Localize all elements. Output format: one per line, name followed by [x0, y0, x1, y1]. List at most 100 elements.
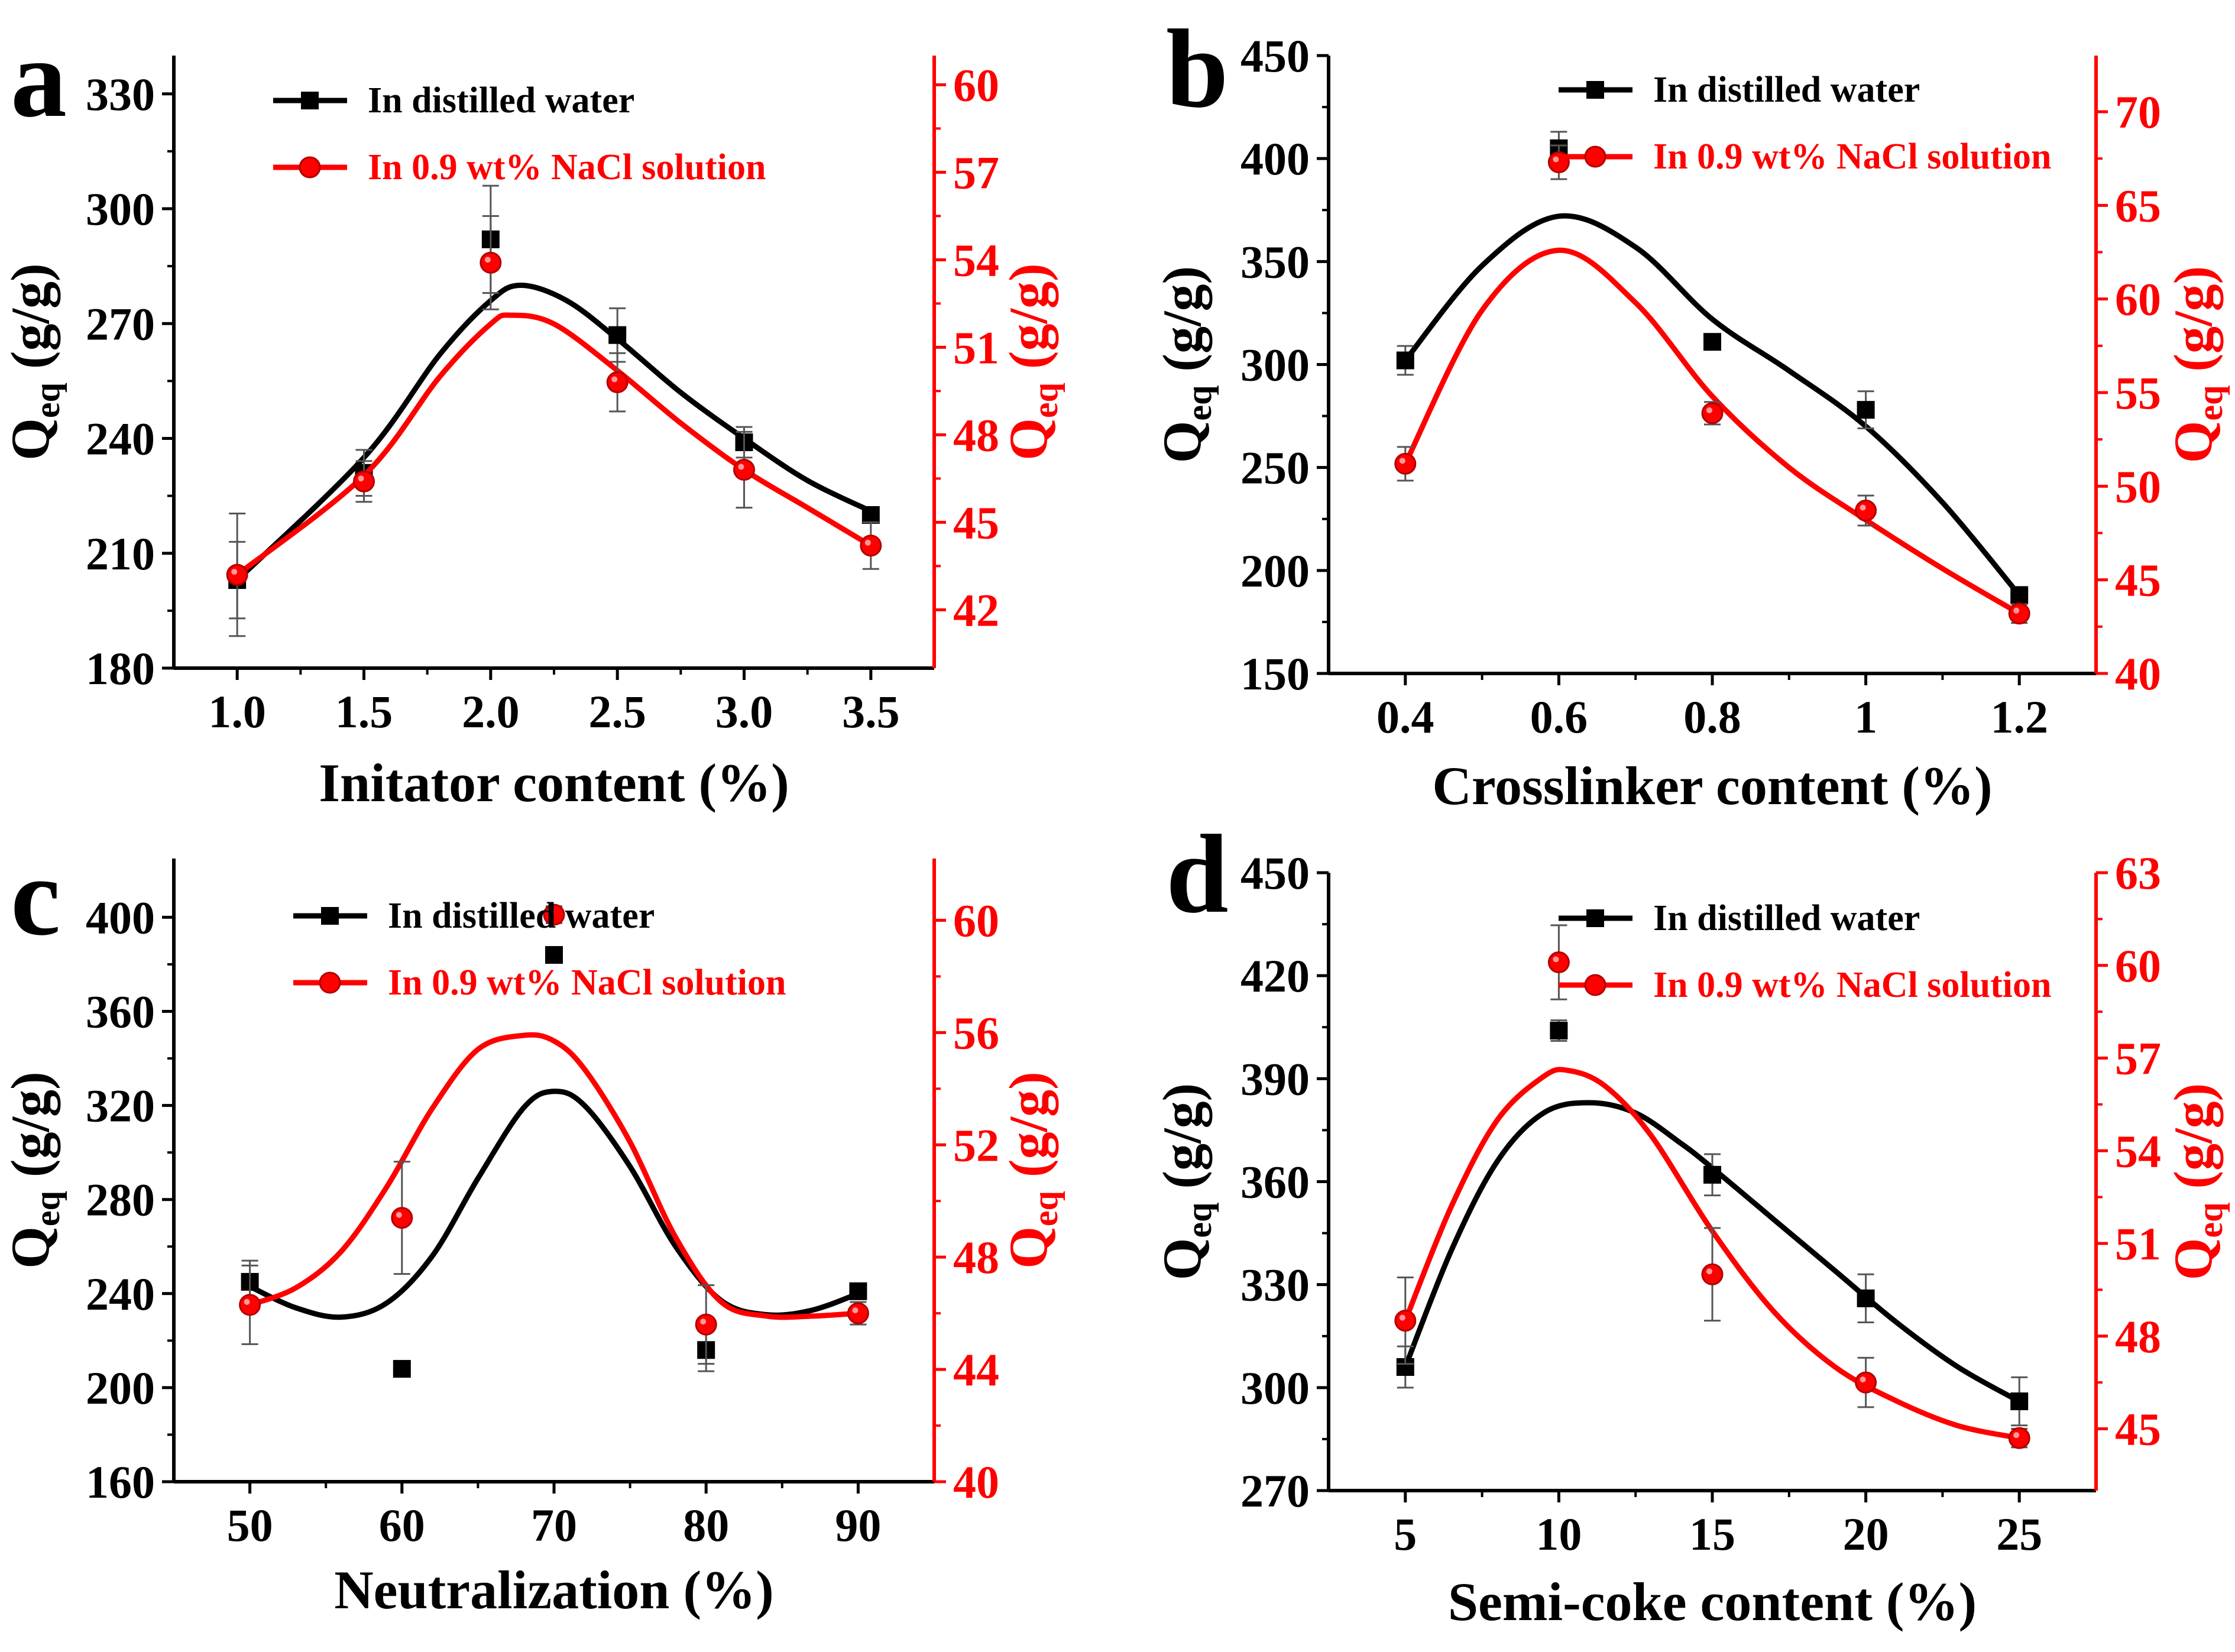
- x-tick-label: 0.4: [1376, 691, 1434, 743]
- y-label-unit: (g/g): [1152, 1083, 1212, 1203]
- x-tick-label: 1.2: [1990, 691, 2048, 743]
- legend-label: In distilled water: [368, 80, 634, 121]
- y-tick-label-right: 52: [953, 1119, 999, 1171]
- x-tick-label: 50: [227, 1499, 273, 1551]
- legend-marker: [321, 907, 339, 925]
- data-point: [733, 459, 755, 481]
- y-label-sub: eq: [1026, 1191, 1065, 1226]
- x-tick-label: 25: [1996, 1508, 2042, 1560]
- legend-label: In 0.9 wt% NaCl solution: [388, 963, 786, 1003]
- series-line: [1402, 247, 2022, 617]
- y-tick-label-left: 360: [86, 986, 155, 1038]
- y-label-main: Q: [998, 418, 1058, 461]
- x-tick-label: 20: [1843, 1508, 1889, 1560]
- data-point: [1550, 1022, 1568, 1040]
- x-tick-label: 2.0: [462, 686, 520, 737]
- y-tick-label-left: 400: [86, 892, 155, 943]
- y-tick-label-right: 42: [953, 584, 999, 636]
- data-point: [1703, 333, 1721, 351]
- data-point: [606, 371, 629, 394]
- series-distilled-water: [1396, 1019, 2029, 1427]
- panel-letter: b: [1166, 7, 1229, 131]
- data-point-highlight: [738, 464, 744, 470]
- y-label-unit: (g/g): [2163, 266, 2223, 386]
- data-point: [545, 946, 563, 964]
- y-label-sub: eq: [2191, 386, 2230, 421]
- y-axis-label-right: Qeq (g/g): [998, 1071, 1065, 1268]
- x-tick-label: 10: [1536, 1508, 1582, 1560]
- y-tick-label-left: 200: [1240, 545, 1310, 597]
- y-tick-label-right: 57: [953, 147, 999, 198]
- series-line: [234, 312, 874, 578]
- y-tick-label-right: 50: [2115, 461, 2161, 512]
- data-point-highlight: [1553, 156, 1559, 163]
- panel-letter: c: [11, 835, 60, 959]
- series-nacl-solution: [226, 215, 882, 637]
- x-tick-label: 15: [1689, 1508, 1735, 1560]
- series-nacl-solution: [1394, 924, 2030, 1449]
- legend-marker: [319, 971, 341, 994]
- x-axis-label: Crosslinker content (%): [1432, 756, 1992, 816]
- series-distilled-water: [1396, 131, 2029, 605]
- x-axis-label: Neutralization (%): [334, 1560, 774, 1620]
- data-point-highlight: [2013, 607, 2020, 614]
- y-tick-label-right: 60: [2115, 274, 2161, 325]
- data-point: [391, 1207, 413, 1229]
- y-tick-label-right: 40: [2115, 648, 2161, 699]
- y-tick-label-right: 51: [2115, 1218, 2161, 1269]
- data-point-highlight: [1860, 504, 1866, 511]
- data-point: [847, 1302, 869, 1324]
- y-tick-label-right: 44: [953, 1344, 999, 1395]
- data-point: [1701, 1263, 1724, 1285]
- legend-label: In distilled water: [1653, 70, 1920, 110]
- data-point-highlight: [852, 1307, 859, 1314]
- y-tick-label-right: 45: [2115, 555, 2161, 606]
- data-point-highlight: [700, 1319, 707, 1325]
- data-point: [393, 1360, 411, 1378]
- data-point: [480, 251, 502, 274]
- data-point-highlight: [1706, 407, 1712, 413]
- x-tick-label: 1.5: [335, 686, 393, 737]
- legend-marker: [1584, 974, 1606, 996]
- y-label-sub: eq: [2191, 1203, 2230, 1238]
- data-point-highlight: [244, 1298, 250, 1305]
- legend-label: In 0.9 wt% NaCl solution: [368, 147, 766, 187]
- y-label-main: Q: [998, 1226, 1058, 1269]
- x-tick-label: 1.0: [208, 686, 266, 737]
- x-tick-label: 90: [835, 1499, 881, 1551]
- data-point-highlight: [231, 569, 238, 575]
- y-tick-label-right: 57: [2115, 1033, 2161, 1084]
- data-point: [1394, 1310, 1417, 1332]
- data-point-highlight: [396, 1212, 402, 1218]
- data-point: [1857, 401, 1875, 419]
- y-label-unit: (g/g): [0, 263, 60, 383]
- y-tick-label-left: 150: [1240, 648, 1310, 699]
- y-tick-label-left: 420: [1240, 950, 1310, 1002]
- data-point-highlight: [484, 257, 491, 263]
- y-tick-label-left: 210: [86, 528, 155, 579]
- data-point-highlight: [611, 376, 618, 383]
- y-tick-label-left: 270: [1240, 1465, 1310, 1517]
- data-point: [608, 326, 627, 344]
- series-distilled-water: [228, 184, 880, 620]
- y-label-main: Q: [1152, 421, 1212, 464]
- panel-letter: a: [11, 17, 67, 141]
- legend: In distilled water In 0.9 wt% NaCl soluti…: [273, 80, 766, 187]
- y-tick-label-left: 450: [1240, 30, 1310, 82]
- y-tick-label-left: 390: [1240, 1053, 1310, 1104]
- x-tick-label: 2.5: [588, 686, 646, 737]
- data-point: [1703, 1165, 1721, 1184]
- y-tick-label-right: 55: [2115, 367, 2161, 419]
- y-label-main: Q: [2163, 421, 2223, 464]
- data-point: [1855, 1371, 1877, 1394]
- legend-marker: [301, 92, 319, 109]
- series-distilled-water: [241, 946, 867, 1378]
- y-tick-label-right: 70: [2115, 86, 2161, 138]
- data-point: [239, 1294, 261, 1316]
- y-label-sub: eq: [1180, 1203, 1219, 1238]
- series-line: [247, 1089, 861, 1320]
- y-tick-label-right: 65: [2115, 180, 2161, 231]
- y-axis-label-left: Qeq (g/g): [0, 263, 67, 460]
- y-tick-label-left: 240: [86, 413, 155, 465]
- y-label-main: Q: [2163, 1238, 2223, 1281]
